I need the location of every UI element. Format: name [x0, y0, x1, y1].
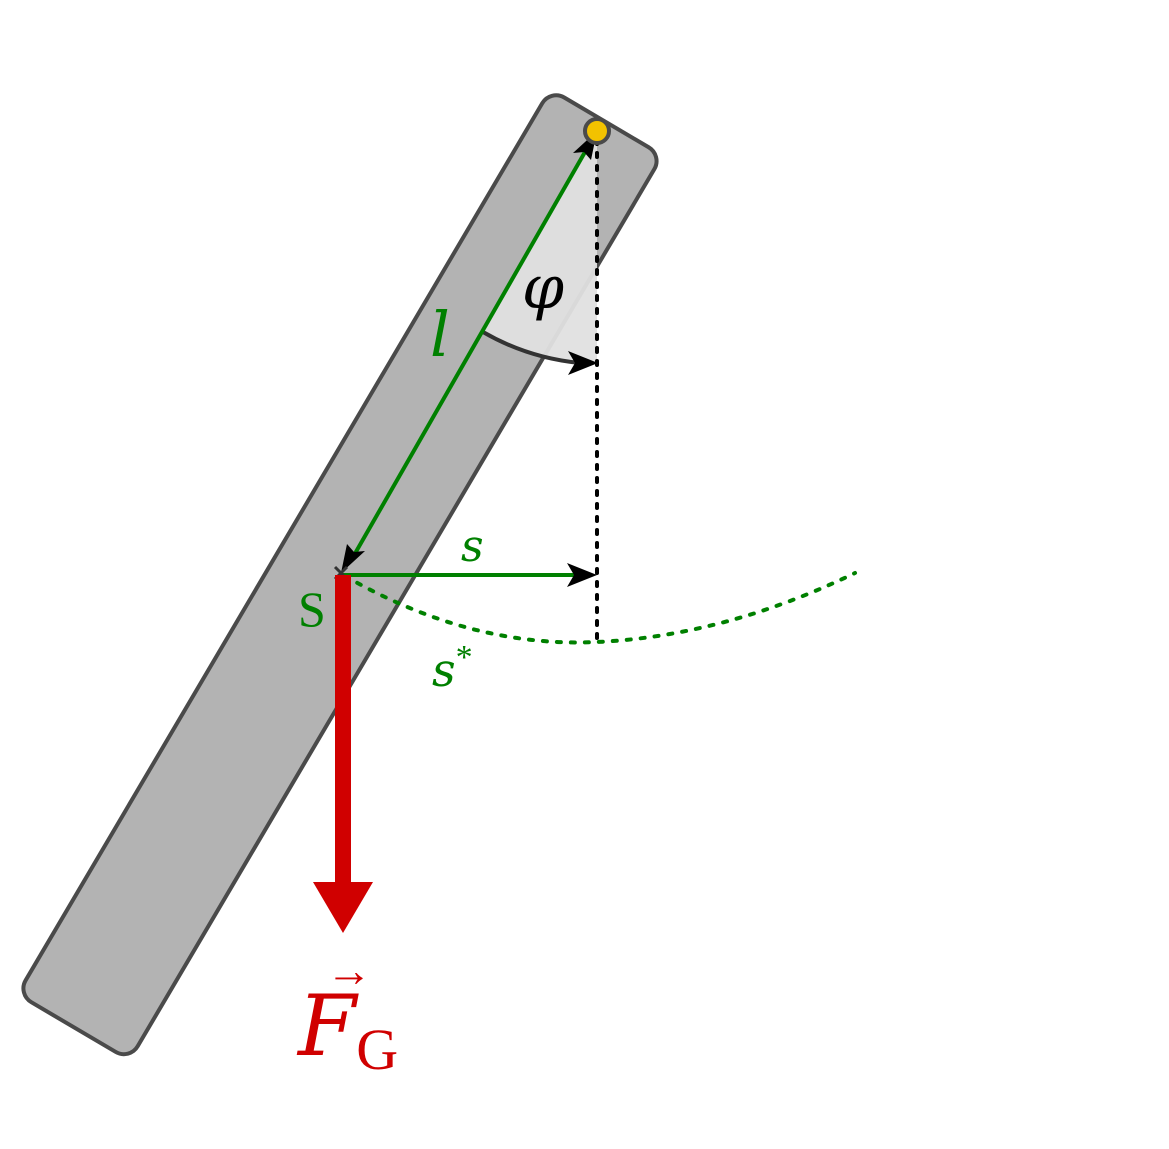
length-label: l: [430, 298, 450, 371]
pivot-point-icon: [583, 117, 611, 145]
length-arrowhead-bottom: [341, 544, 365, 573]
angle-arc: [481, 330, 581, 365]
arc-distance-symbol: s: [432, 643, 456, 697]
force-label: FG: [296, 977, 398, 1082]
horizontal-distance-arrowhead: [567, 563, 597, 587]
force-vector-arrow: →: [326, 945, 372, 996]
force-subscript: G: [356, 1017, 398, 1082]
center-of-mass-label: S: [298, 581, 326, 637]
angle-arc-arrowhead: [568, 351, 598, 375]
horizontal-distance-label: s: [461, 521, 484, 572]
arc-distance-star: *: [456, 639, 473, 676]
force-symbol: F: [296, 977, 359, 1075]
arc-path-s-star: [343, 571, 857, 645]
gravity-force-arrowhead: [313, 882, 373, 933]
arc-distance-label: s*: [432, 639, 473, 697]
angle-wedge: [483, 131, 597, 363]
length-line: [351, 151, 587, 558]
angle-label: φ: [522, 253, 564, 323]
